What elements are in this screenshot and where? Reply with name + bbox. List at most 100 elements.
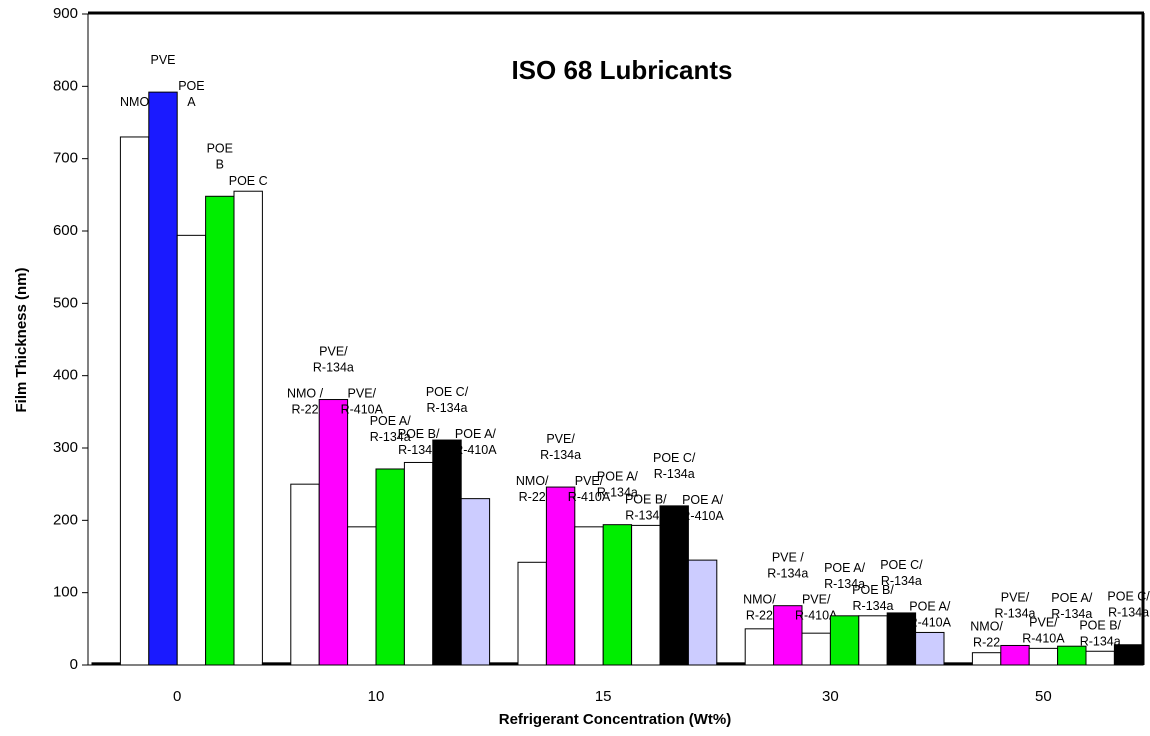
bar [971,652,1002,666]
y-axis-label: Film Thickness (nm) [13,267,30,412]
bar-label: PVE/ [546,432,575,446]
bar-label: A [187,95,196,109]
bar-label: R-410A [795,609,838,623]
bar-label: R-134a [1051,607,1092,621]
bar-label: PVE/ [1029,615,1058,629]
bar [858,615,888,666]
y-tick-label: 500 [53,294,78,311]
bar-label: PVE/ [319,345,348,359]
bar-label: R-134a [1108,606,1149,620]
bar-label: PVE / [772,551,804,565]
bar-label: PVE/ [802,593,831,607]
y-tick-label: 600 [53,222,78,239]
bar-label: PVE [150,53,175,67]
y-tick-label: 100 [53,584,78,601]
bar-label: PVE/ [1001,590,1030,604]
bar [801,632,831,666]
x-axis-label: Refrigerant Concentration (Wt%) [499,711,732,728]
bar-label: R-134a [654,467,695,481]
bar-label: NMO/ [743,593,776,607]
bar [773,605,803,666]
bar [829,615,860,666]
bar [915,631,945,666]
bar [205,195,235,666]
y-tick-label: 800 [53,77,78,94]
bar-label: R-134a [853,599,894,613]
bar [432,439,462,666]
bar-label: R-134a [625,508,666,522]
bar-label: POE [178,79,204,93]
y-tick-label: 300 [53,439,78,456]
bar-label: R-22 [973,636,1000,650]
bar [290,483,320,666]
y-tick-label: 400 [53,367,78,384]
bar-label: NMO [120,95,149,109]
bar-label: POE C [229,174,268,188]
bar [1028,647,1059,666]
y-tick-label: 900 [53,5,78,22]
bar-label: POE A/ [597,470,639,484]
bar-label: POE A/ [824,561,866,575]
bar [261,662,292,666]
bar-label: R-410A [1022,631,1065,645]
bar [403,461,434,666]
bar [318,399,349,666]
bar [716,662,746,666]
bar-label: POE A/ [370,414,412,428]
bar [460,498,491,666]
chart-title: ISO 68 Lubricants [511,55,732,85]
bar [1085,650,1115,666]
bar-label: POE [207,141,233,155]
y-tick-label: 200 [53,511,78,528]
bar-label: R-410A [909,615,952,629]
bar-label: R-410A [681,509,724,523]
bar-label: POE A/ [909,599,951,613]
bar [545,486,576,666]
bar [148,91,178,666]
bar-label: PVE/ [348,387,377,401]
bar [347,526,377,666]
x-tick-label: 15 [595,688,612,705]
bar [943,662,973,666]
bar-label: R-134a [1080,634,1121,648]
bar-label: POE B/ [852,583,894,597]
bar-label: POE B/ [1079,618,1121,632]
bar-label: R-22 [291,403,318,417]
y-tick-label: 700 [53,150,78,167]
bar-label: POE B/ [625,492,667,506]
x-tick-label: 50 [1035,688,1052,705]
bar-label: R-134a [370,430,411,444]
bar-label: PVE/ [575,474,604,488]
bar-label: POE C/ [426,385,469,399]
bar [1113,644,1144,666]
bar [176,234,207,666]
bar-label: POE C/ [1107,590,1150,604]
bar [631,524,661,666]
bar-label: POE B/ [398,427,440,441]
bar [574,526,604,666]
bar-label: NMO/ [516,474,549,488]
bar-label: R-134a [597,486,638,500]
bar-label: R-134a [824,577,865,591]
bar-label: R-134a [313,361,354,375]
bar-label: R-22 [519,490,546,504]
bar-label: R-134a [995,606,1036,620]
bar [489,662,519,666]
bar [1057,645,1087,666]
x-tick-label: 30 [822,688,839,705]
bar-label: R-134a [398,443,439,457]
bar-label: R-410A [454,443,497,457]
bar-label: NMO / [287,387,324,401]
bar-label: R-134a [427,401,468,415]
bar-label: NMO/ [970,620,1003,634]
bar-label: POE C/ [653,451,696,465]
bar [659,505,689,666]
bar [687,559,718,666]
x-tick-label: 10 [368,688,385,705]
bar-label: POE A/ [1051,591,1093,605]
bar [744,628,775,666]
bar-label: R-410A [341,403,384,417]
bar-label: POE A/ [682,493,724,507]
bar [602,524,633,666]
